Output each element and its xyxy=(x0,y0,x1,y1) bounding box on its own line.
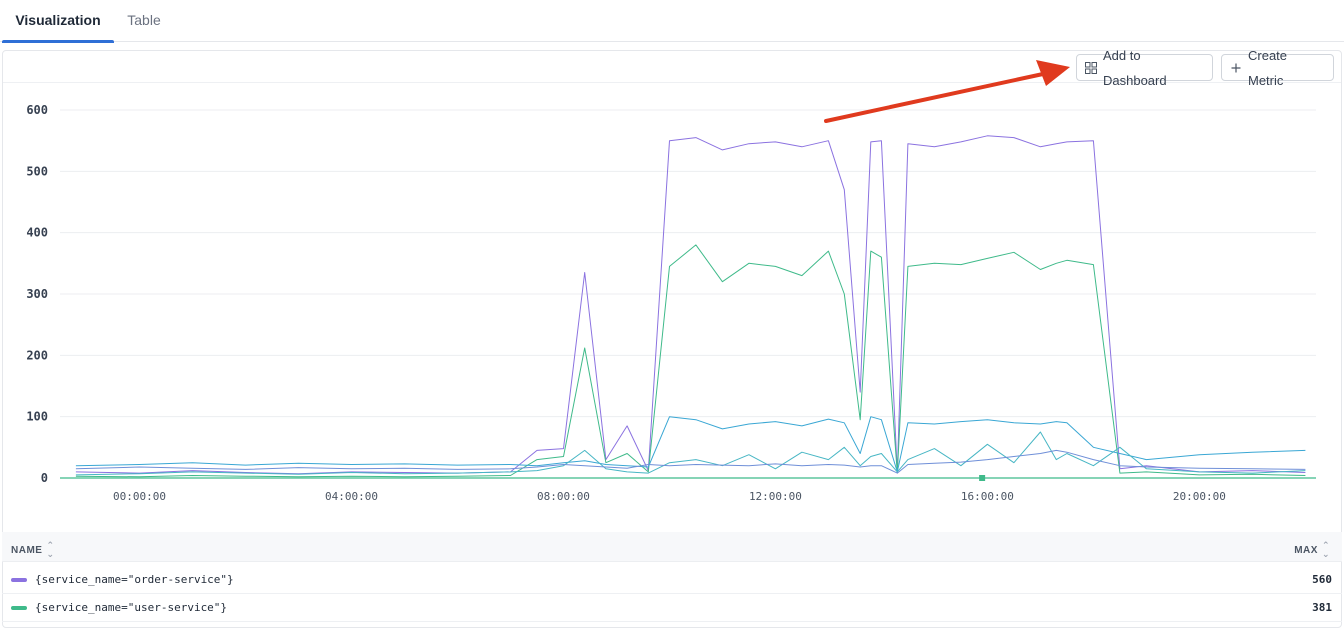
series-line-2[interactable] xyxy=(75,416,1306,473)
name-header-label: NAME xyxy=(11,544,43,556)
tab-table[interactable]: Table xyxy=(127,12,161,28)
x-axis-ticks: 00:00:00 04:00:00 08:00:00 12:00:00 16:00:00… xyxy=(113,490,1226,503)
create-metric-button[interactable]: Create Metric xyxy=(1221,48,1334,88)
hover-marker[interactable] xyxy=(979,475,986,481)
create-metric-label: Create Metric xyxy=(1248,47,1288,88)
x-tick-label: 20:00:00 xyxy=(1173,490,1226,503)
add-to-dashboard-button[interactable]: Add to Dashboard xyxy=(1076,48,1213,88)
sort-icon: ⌃ ⌄ xyxy=(46,540,55,559)
sort-icon: ⌃ ⌄ xyxy=(1321,540,1330,559)
series-color-swatch xyxy=(11,578,27,582)
y-tick-label: 400 xyxy=(26,226,48,240)
tab-bar: Visualization Table xyxy=(0,0,1344,43)
x-tick-label: 00:00:00 xyxy=(113,490,166,503)
y-tick-label: 200 xyxy=(26,348,48,362)
series-line-0[interactable] xyxy=(75,135,1306,475)
chart-series xyxy=(60,135,1316,481)
chart-grid xyxy=(60,109,1316,479)
legend-table: NAME ⌃ ⌄ MAX ⌃ ⌄ {service_name="order-serv… xyxy=(2,532,1342,628)
add-to-dashboard-label: Add to Dashboard xyxy=(1103,47,1167,88)
series-name: {service_name="user-service"} xyxy=(35,601,228,614)
series-line-1[interactable] xyxy=(75,244,1306,478)
y-tick-label: 0 xyxy=(41,471,48,485)
series-max-value: 381 xyxy=(1312,601,1332,614)
series-line-3[interactable] xyxy=(75,431,1306,476)
series-line-4[interactable] xyxy=(75,449,1306,474)
legend-header: NAME ⌃ ⌄ MAX ⌃ ⌄ xyxy=(2,532,1342,562)
max-header-label: MAX xyxy=(1294,544,1318,556)
legend-row[interactable]: {service_name="user-service"} 381 xyxy=(2,594,1342,622)
max-column-header[interactable]: MAX ⌃ ⌄ xyxy=(1294,541,1330,559)
series-max-value: 560 xyxy=(1312,573,1332,586)
y-tick-label: 600 xyxy=(26,103,48,117)
name-column-header[interactable]: NAME ⌃ ⌄ xyxy=(11,541,55,559)
line-chart[interactable]: 0 100 200 300 400 500 600 00:00:00 04:00:00 08:0… xyxy=(0,0,1344,530)
y-axis-ticks: 0 100 200 300 400 500 600 xyxy=(26,103,48,485)
plus-icon xyxy=(1230,62,1242,74)
x-tick-label: 16:00:00 xyxy=(961,490,1014,503)
x-tick-label: 08:00:00 xyxy=(537,490,590,503)
x-tick-label: 04:00:00 xyxy=(325,490,378,503)
panel-toolbar: Add to Dashboard Create Metric xyxy=(3,48,1341,88)
dashboard-grid-icon xyxy=(1085,61,1097,74)
annotation-arrow xyxy=(824,60,1070,123)
chart-panel: Add to Dashboard Create Metric xyxy=(2,48,1342,628)
tab-visualization[interactable]: Visualization xyxy=(2,0,114,43)
y-tick-label: 300 xyxy=(26,287,48,301)
y-tick-label: 100 xyxy=(26,410,48,424)
legend-row[interactable]: {service_name="order-service"} 560 xyxy=(2,566,1342,594)
series-name: {service_name="order-service"} xyxy=(35,573,234,586)
series-color-swatch xyxy=(11,606,27,610)
y-tick-label: 500 xyxy=(26,164,48,178)
x-tick-label: 12:00:00 xyxy=(749,490,802,503)
